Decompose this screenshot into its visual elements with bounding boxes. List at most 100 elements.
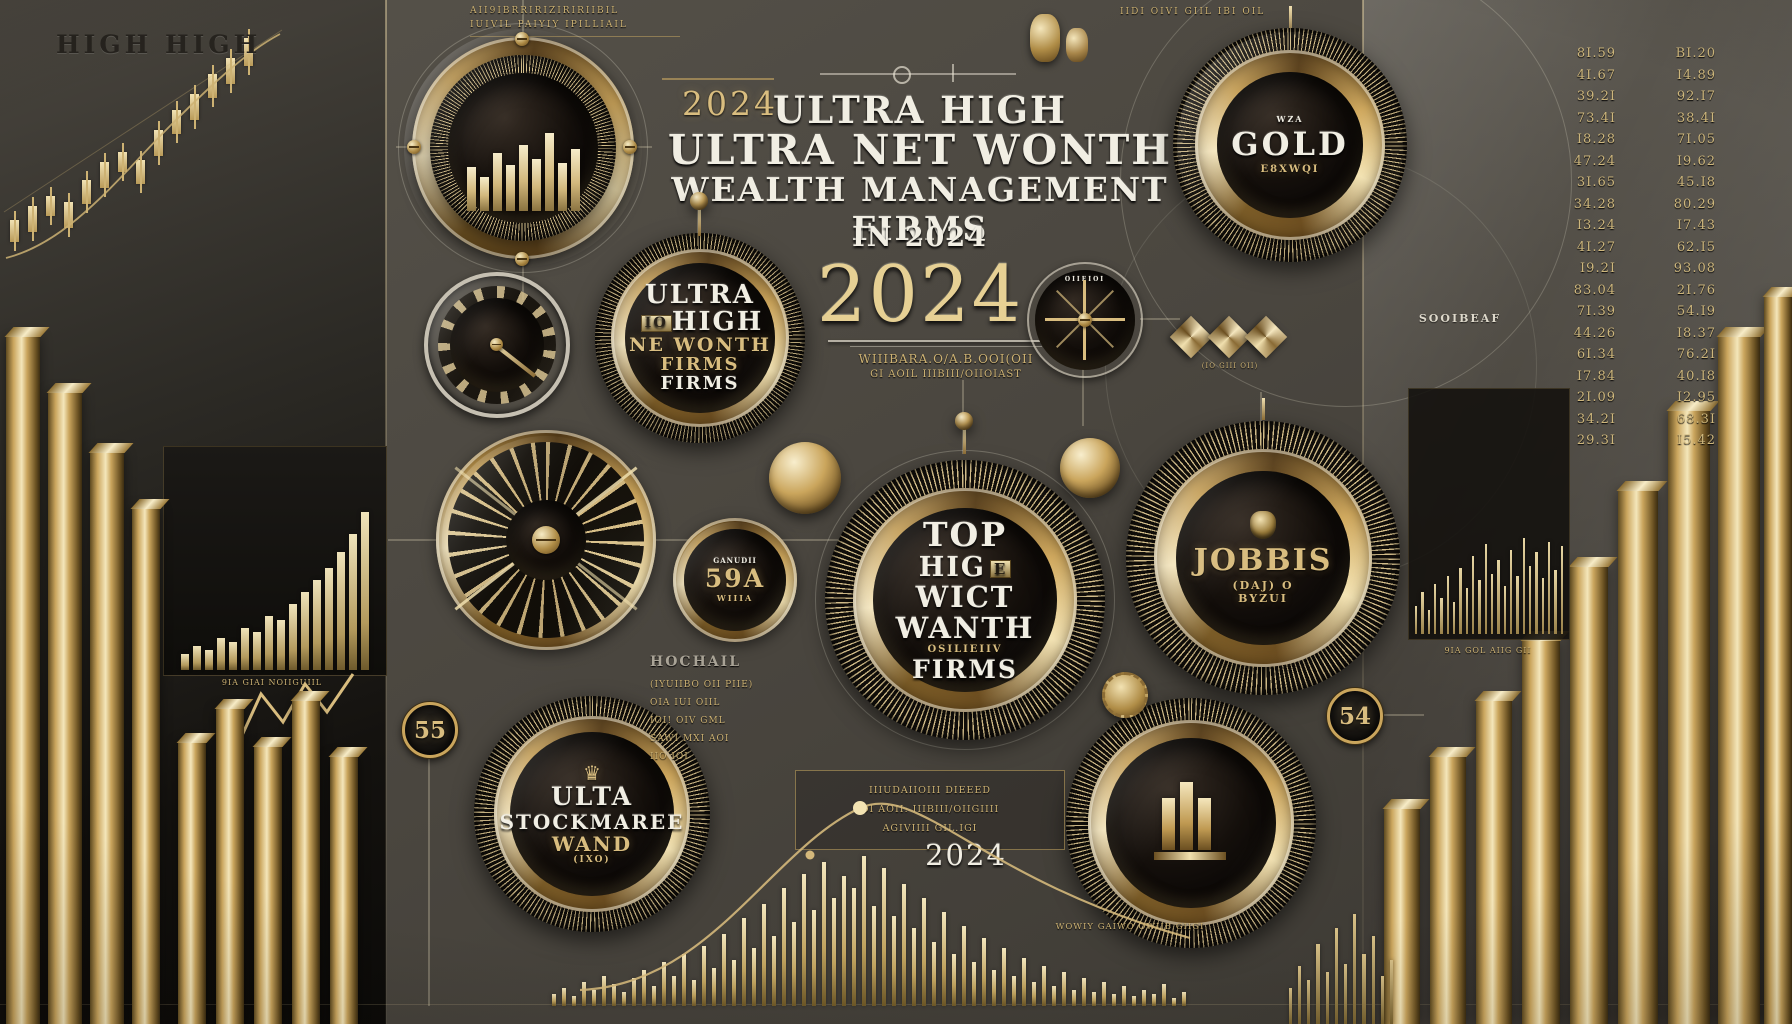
curve-dot <box>853 801 867 815</box>
candlestick <box>82 171 91 213</box>
chart-bar <box>1491 574 1494 634</box>
candlestick <box>118 143 127 181</box>
chart-bar <box>492 153 502 211</box>
price-row: 44.26 <box>1573 325 1616 341</box>
wave-bar <box>782 888 786 1006</box>
wave-bar <box>842 876 846 1006</box>
base-bar <box>1371 936 1375 1024</box>
chart-bar <box>1459 568 1462 634</box>
gauge-hub <box>490 338 503 351</box>
right-chart-caption: 9IA GOL AIIG GII <box>1444 646 1532 655</box>
text-row: OIA IUI OIIL <box>650 698 721 708</box>
gold-slab <box>1522 640 1560 1024</box>
top-line2: HIG E <box>919 553 1012 582</box>
candlestick <box>190 85 199 129</box>
price-row: 8I.59 <box>1576 46 1616 61</box>
price-row: 68.3I <box>1676 411 1716 427</box>
top-line5: FIRMS <box>912 654 1018 684</box>
gold-sphere <box>769 442 841 514</box>
medallion-stock: ♛ ULTA STOCKMAREE WAND (IXO) <box>472 694 712 934</box>
candlestick <box>172 101 181 143</box>
small-label: 59A <box>704 564 766 594</box>
title-divider <box>828 340 1064 342</box>
title-line-2: ULTRA NET WONTH <box>668 126 1172 174</box>
bracket-line <box>820 73 1016 75</box>
wave-bar <box>872 906 876 1006</box>
medallion-label-group: TOP HIG E WICT WANTH OSILIEIIV FIRMS <box>877 512 1053 688</box>
gold-knob <box>1030 14 1060 62</box>
price-row: I9.2I <box>1580 261 1616 276</box>
chart-bar <box>325 568 333 670</box>
candlestick <box>10 211 19 251</box>
wave-bar <box>792 922 796 1006</box>
screw-icon <box>515 32 529 46</box>
price-row: 83.04 <box>1573 282 1616 298</box>
price-row: I4.89 <box>1676 67 1716 83</box>
floor-line <box>0 1004 1792 1005</box>
ultra-line4: FIRMS <box>660 354 740 376</box>
wave-bar <box>662 962 666 1006</box>
medallion-glass <box>398 23 648 273</box>
chip-glyph: IO <box>640 314 672 332</box>
price-row: I7.43 <box>1676 218 1716 233</box>
price-row: I5.42 <box>1676 433 1716 448</box>
chart-bar <box>1472 556 1475 634</box>
stock-line3: WAND <box>551 831 633 856</box>
base-bar <box>1344 964 1348 1024</box>
wave-bar <box>902 884 906 1006</box>
price-row: 6I.34 <box>1576 347 1616 362</box>
chart-bar <box>1528 566 1532 634</box>
wave-bar <box>992 970 996 1006</box>
top-line1: TOP <box>922 515 1008 555</box>
gold-label: GOLD <box>1231 124 1349 163</box>
price-row: 4I.27 <box>1576 239 1616 255</box>
screw-icon <box>623 140 637 154</box>
chart-bar <box>1484 544 1487 634</box>
bottom-note-box: IIIUDAIIOIII DIEEED OI AOII: IIIBIII/OIIG… <box>795 770 1065 850</box>
candlestick <box>244 29 253 75</box>
left-chart-bars <box>168 460 382 670</box>
medallion-core <box>510 732 674 896</box>
wave-bar <box>862 856 866 1006</box>
chart-bar <box>1446 576 1450 634</box>
pillar <box>1162 798 1175 850</box>
chart-bar <box>181 654 189 670</box>
chart-bar <box>1421 592 1424 634</box>
chart-bar <box>1465 588 1469 634</box>
gems-caption: (IO GIII OII) <box>1201 362 1259 370</box>
left-chart-box <box>163 446 387 676</box>
wave-bar <box>622 992 626 1006</box>
price-row: 2I.76 <box>1676 282 1716 298</box>
wave-bar <box>892 916 896 1006</box>
gold-slab <box>178 742 206 1024</box>
wave-bar <box>932 942 936 1006</box>
price-row: I8.28 <box>1576 132 1616 147</box>
price-row: I8.37 <box>1676 325 1716 341</box>
badge-stem-line <box>428 758 430 1006</box>
plaque-row: IIDI OIVI GIIL IBI OIL <box>1120 7 1266 17</box>
medallion-core <box>625 263 775 413</box>
high-high-label: HIGH HIGH <box>56 30 262 59</box>
gold-slab <box>1718 336 1760 1024</box>
medallion-core <box>1176 471 1350 645</box>
wave-bar <box>682 954 686 1006</box>
gold-slab <box>254 746 282 1024</box>
badge-label: 55 <box>413 716 446 744</box>
medallion-trophy <box>1062 694 1320 952</box>
wave-bar <box>742 918 746 1006</box>
medallion-gauge <box>424 272 570 418</box>
chart-bar <box>301 592 309 670</box>
base-bar <box>1298 966 1302 1024</box>
trend-curve-icon <box>3 29 283 259</box>
wave-bar <box>1102 982 1106 1006</box>
text-row: OI AOII: IIIBIII/OIIGIIII <box>860 804 1000 815</box>
wave-bar <box>732 960 736 1006</box>
medallion-jobbis: JOBBIS (DAJ) O BYZUI <box>1120 415 1406 701</box>
wave-bar <box>952 954 956 1006</box>
pin-sphere <box>690 192 708 210</box>
wave-bar <box>602 976 606 1006</box>
candlestick <box>46 187 55 225</box>
rochail-title: HOCHAIL <box>650 654 742 670</box>
chart-bar <box>1535 552 1538 634</box>
